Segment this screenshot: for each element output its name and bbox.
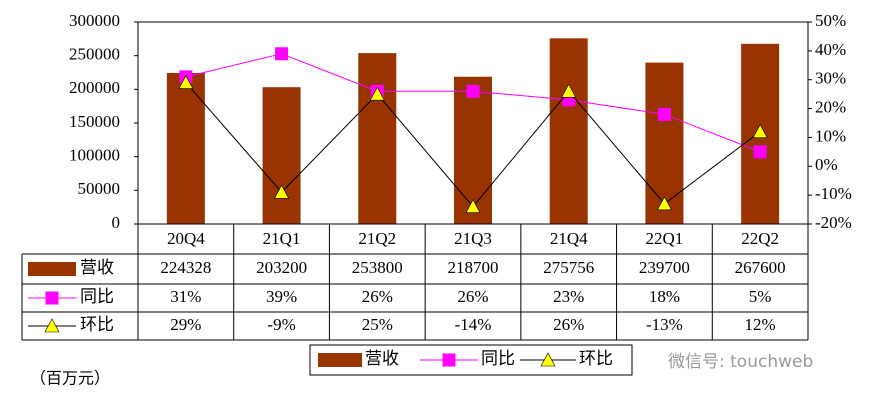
table-cell: 5% bbox=[749, 287, 772, 306]
table-cell: -9% bbox=[267, 315, 295, 334]
x-tick-label: 22Q1 bbox=[646, 229, 684, 248]
marker bbox=[656, 196, 672, 211]
x-tick-label: 20Q4 bbox=[167, 229, 205, 248]
marker bbox=[657, 107, 671, 121]
table-cell: -14% bbox=[455, 315, 492, 334]
bar bbox=[549, 38, 588, 224]
bar bbox=[262, 87, 301, 224]
table-cell: 26% bbox=[457, 287, 488, 306]
y2-tick-label: -20% bbox=[815, 213, 852, 232]
table-cell: 23% bbox=[553, 287, 584, 306]
table-cell: 26% bbox=[553, 315, 584, 334]
x-tick-label: 21Q2 bbox=[358, 229, 396, 248]
x-tick-label: 22Q2 bbox=[741, 229, 779, 248]
table-cell: 239700 bbox=[639, 258, 690, 277]
y2-tick-label: 20% bbox=[815, 97, 846, 116]
marker bbox=[178, 74, 194, 89]
row-label: 环比 bbox=[80, 315, 114, 334]
marker bbox=[466, 84, 480, 98]
x-tick-label: 21Q3 bbox=[454, 229, 492, 248]
y-tick-label: 0 bbox=[112, 213, 121, 232]
table-cell: 203200 bbox=[256, 258, 307, 277]
table-cell: 267600 bbox=[735, 258, 786, 277]
marker bbox=[465, 199, 481, 213]
legend-marker bbox=[45, 291, 59, 305]
y-tick-label: 50000 bbox=[78, 179, 121, 198]
table-cell: 25% bbox=[362, 315, 393, 334]
legend-marker bbox=[540, 352, 556, 367]
row-label: 同比 bbox=[80, 287, 114, 306]
marker bbox=[369, 86, 385, 101]
legend-label: 营收 bbox=[365, 349, 399, 368]
x-tick-label: 21Q4 bbox=[550, 229, 588, 248]
legend-marker bbox=[44, 318, 60, 333]
legend-swatch bbox=[28, 262, 76, 276]
legend-frame bbox=[309, 344, 633, 376]
marker bbox=[752, 124, 768, 138]
table-cell: 12% bbox=[745, 315, 776, 334]
legend-marker bbox=[442, 353, 456, 367]
y2-tick-label: 0% bbox=[815, 155, 838, 174]
table-cell: 253800 bbox=[352, 258, 403, 277]
bar bbox=[358, 53, 397, 224]
y2-tick-label: 10% bbox=[815, 126, 846, 145]
marker bbox=[274, 184, 290, 199]
table-cell: 218700 bbox=[448, 258, 499, 277]
y-tick-label: 300000 bbox=[69, 11, 120, 30]
marker bbox=[561, 83, 577, 98]
y2-tick-label: 50% bbox=[815, 11, 846, 30]
marker bbox=[753, 145, 767, 159]
unit-note: （百万元） bbox=[30, 370, 110, 388]
y2-tick-label: -10% bbox=[815, 184, 852, 203]
bar bbox=[166, 72, 205, 224]
marker bbox=[275, 47, 289, 61]
y-tick-label: 200000 bbox=[69, 78, 120, 97]
y-tick-label: 100000 bbox=[69, 146, 120, 165]
table-cell: 18% bbox=[649, 287, 680, 306]
legend-swatch bbox=[318, 353, 362, 367]
table-cell: 29% bbox=[170, 315, 201, 334]
table-cell: 31% bbox=[170, 287, 201, 306]
y-tick-label: 150000 bbox=[69, 112, 120, 131]
y-tick-label: 250000 bbox=[69, 45, 120, 64]
x-tick-label: 21Q1 bbox=[263, 229, 301, 248]
legend-label: 同比 bbox=[481, 349, 515, 368]
table-cell: 275756 bbox=[543, 258, 594, 277]
table-cell: 26% bbox=[362, 287, 393, 306]
watermark: 微信号: touchweb bbox=[668, 352, 813, 372]
table-cell: 224328 bbox=[160, 258, 211, 277]
y2-tick-label: 40% bbox=[815, 40, 846, 59]
y2-tick-label: 30% bbox=[815, 69, 846, 88]
table-cell: 39% bbox=[266, 287, 297, 306]
row-label: 营收 bbox=[80, 258, 114, 277]
legend-label: 环比 bbox=[579, 349, 613, 368]
table-cell: -13% bbox=[646, 315, 683, 334]
